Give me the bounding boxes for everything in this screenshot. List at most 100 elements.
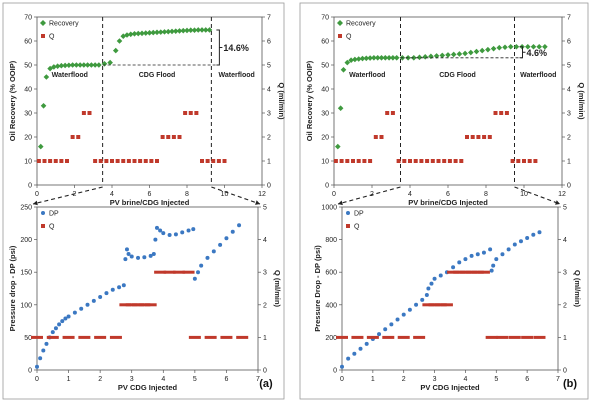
q-point bbox=[482, 135, 487, 139]
q-point bbox=[493, 111, 498, 115]
recovery-point bbox=[169, 28, 175, 35]
x-tick-label: 12 bbox=[558, 191, 566, 198]
q-point bbox=[533, 159, 538, 163]
q-point bbox=[440, 303, 453, 307]
q-point bbox=[465, 135, 469, 139]
dp-point bbox=[358, 346, 363, 351]
y-left-tick-label: 400 bbox=[325, 302, 337, 309]
recovery-point bbox=[450, 51, 457, 58]
q-point bbox=[510, 159, 515, 163]
recovery-point bbox=[66, 62, 72, 69]
dp-point bbox=[426, 286, 431, 291]
q-point bbox=[385, 111, 390, 115]
dp-point bbox=[110, 287, 115, 292]
y-left-tick-label: 150 bbox=[20, 270, 32, 277]
x-tick-label: 0 bbox=[35, 191, 39, 198]
dp-point bbox=[489, 268, 494, 273]
q-point bbox=[402, 159, 407, 163]
q-point bbox=[368, 159, 373, 163]
q-point bbox=[53, 159, 58, 163]
dp-point bbox=[123, 257, 128, 262]
q-point bbox=[434, 303, 447, 307]
dp-point bbox=[158, 228, 163, 233]
q-point bbox=[453, 270, 466, 274]
zoom-arrow-head bbox=[555, 200, 560, 205]
legend-marker-recovery bbox=[337, 20, 343, 26]
q-point bbox=[104, 159, 109, 163]
dp-point bbox=[395, 317, 400, 322]
zoom-arrow-head bbox=[33, 200, 38, 206]
y-right-tick-label: 2 bbox=[563, 302, 567, 309]
phase-label: Waterflood bbox=[219, 72, 255, 79]
dp-point bbox=[38, 356, 43, 361]
dp-point bbox=[104, 291, 109, 296]
y-left-tick-label: 50 bbox=[24, 63, 32, 70]
q-point bbox=[62, 335, 75, 339]
x-tick-label: 0 bbox=[35, 376, 39, 383]
q-point bbox=[119, 303, 132, 307]
dp-point bbox=[60, 319, 65, 324]
dp-point bbox=[491, 263, 496, 268]
recovery-point bbox=[161, 29, 168, 35]
dp-point bbox=[438, 273, 443, 278]
q-point bbox=[459, 270, 472, 274]
recovery-point bbox=[374, 55, 381, 61]
q-point bbox=[379, 135, 384, 139]
y-right-tick-label: 0 bbox=[267, 183, 271, 190]
dp-point bbox=[218, 242, 223, 247]
recovery-point bbox=[344, 59, 351, 66]
phase-label: Waterflood bbox=[349, 72, 385, 79]
recovery-point bbox=[335, 143, 341, 150]
dp-point bbox=[205, 255, 210, 260]
recovery-point bbox=[116, 38, 123, 44]
dp-point bbox=[512, 242, 517, 247]
dp-point bbox=[424, 293, 429, 298]
y-left-tick-label: 250 bbox=[20, 205, 32, 212]
q-point bbox=[81, 111, 86, 115]
recovery-point bbox=[206, 27, 213, 33]
recovery-point bbox=[393, 55, 400, 61]
q-point bbox=[155, 159, 159, 163]
q-point bbox=[138, 303, 151, 307]
y-left-tick-label: 40 bbox=[321, 87, 329, 94]
dp-point bbox=[518, 239, 523, 244]
x-axis-label: PV brine/CDG Injected bbox=[408, 198, 488, 207]
recovery-point bbox=[352, 56, 358, 63]
q-point bbox=[527, 159, 532, 163]
recovery-point bbox=[69, 62, 76, 68]
plot-area-border bbox=[36, 206, 259, 371]
q-point bbox=[220, 335, 233, 339]
dp-point bbox=[506, 247, 511, 252]
y-left-tick-label: 70 bbox=[24, 15, 32, 22]
dp-point bbox=[451, 265, 456, 270]
q-point bbox=[504, 111, 509, 115]
y-left-tick-label: 30 bbox=[321, 111, 329, 118]
x-tick-label: 2 bbox=[73, 191, 77, 198]
recovery-point bbox=[191, 27, 198, 33]
q-point bbox=[356, 159, 361, 163]
y-right-tick-label: 3 bbox=[263, 270, 267, 277]
q-point bbox=[48, 159, 53, 163]
q-point bbox=[362, 159, 367, 163]
recovery-point bbox=[337, 105, 344, 111]
q-point bbox=[42, 159, 47, 163]
zoom-arrow-line bbox=[211, 186, 261, 205]
dp-point bbox=[50, 330, 55, 335]
recovery-point bbox=[502, 44, 508, 51]
y-right-tick-label: 2 bbox=[263, 302, 267, 309]
dp-point bbox=[72, 310, 77, 315]
y-left-tick-label: 200 bbox=[325, 335, 337, 342]
y-right-tick-label: 3 bbox=[563, 270, 567, 277]
y-left-axis-label: Pressure Drop - DP (psi) bbox=[313, 245, 322, 332]
x-tick-label: 1 bbox=[67, 376, 71, 383]
dp-point bbox=[63, 316, 68, 321]
dp-point bbox=[420, 297, 425, 302]
recovery-point bbox=[355, 56, 362, 62]
dp-point bbox=[148, 253, 153, 258]
dp-point bbox=[211, 249, 216, 254]
q-point bbox=[521, 335, 534, 339]
y-left-axis-label: Pressure drop - DP (psi) bbox=[8, 245, 17, 331]
dp-point bbox=[121, 283, 126, 288]
y-right-tick-label: 5 bbox=[563, 205, 567, 212]
dp-point bbox=[191, 227, 196, 232]
